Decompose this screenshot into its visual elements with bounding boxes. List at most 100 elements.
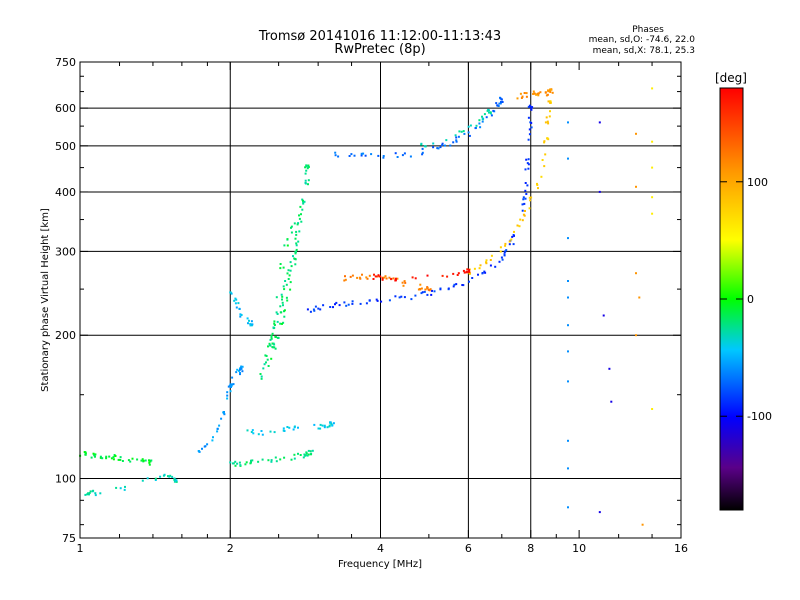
y-axis: 75 100 200 300 400 500 600 750 (55, 56, 681, 545)
data-point (279, 305, 282, 308)
data-point (272, 342, 275, 345)
data-point (452, 272, 455, 275)
data-point (651, 166, 654, 169)
data-point (303, 200, 306, 203)
data-point (343, 279, 346, 282)
data-point (400, 295, 403, 298)
data-point (295, 242, 298, 245)
data-point (281, 301, 284, 304)
data-point (343, 301, 346, 304)
data-point (532, 93, 535, 95)
data-point (347, 303, 350, 306)
data-point (365, 302, 368, 305)
data-point (402, 284, 405, 287)
data-point (452, 285, 455, 288)
data-point (529, 199, 532, 202)
data-point (298, 230, 301, 233)
data-point (546, 93, 549, 96)
data-point (376, 299, 379, 302)
data-point (368, 299, 371, 302)
data-point (94, 494, 97, 497)
data-point (250, 461, 252, 464)
data-point (295, 233, 298, 236)
data-point (374, 275, 377, 278)
data-point (455, 139, 458, 142)
data-point (298, 214, 300, 217)
data-point (446, 275, 449, 278)
data-point (536, 182, 538, 185)
data-point (513, 234, 515, 237)
data-point (273, 322, 276, 325)
data-point (598, 121, 601, 124)
data-point (323, 424, 326, 427)
data-point (504, 242, 507, 245)
data-point (237, 302, 240, 305)
x-tick-label: 2 (227, 542, 234, 555)
data-point (141, 458, 144, 461)
data-point (281, 322, 283, 325)
data-point (503, 253, 506, 256)
data-point (547, 100, 550, 103)
data-point (288, 274, 291, 277)
data-point (229, 383, 232, 386)
data-point (304, 166, 307, 169)
data-point (307, 449, 310, 452)
data-point (356, 276, 359, 279)
data-point (276, 336, 279, 339)
data-point (86, 493, 89, 496)
data-point (319, 423, 322, 426)
data-point (89, 490, 92, 493)
data-point (522, 198, 525, 201)
data-point (526, 184, 529, 187)
data-point (288, 426, 291, 429)
data-point (497, 105, 500, 107)
data-point (265, 361, 267, 364)
data-point (302, 201, 305, 204)
data-point (366, 277, 369, 280)
data-point (550, 88, 553, 91)
data-point (305, 169, 308, 172)
data-point (420, 292, 423, 295)
data-point (567, 157, 569, 160)
data-point (212, 436, 214, 439)
data-point (454, 134, 457, 137)
data-point (377, 154, 380, 157)
data-point (549, 91, 552, 93)
data-point (272, 326, 275, 329)
data-point (309, 310, 312, 313)
data-point (651, 87, 654, 90)
data-point (334, 303, 336, 306)
data-point (411, 276, 414, 279)
data-point (392, 277, 395, 280)
data-point (461, 284, 464, 286)
data-point (495, 102, 498, 105)
data-point (475, 124, 478, 127)
data-point (608, 367, 611, 370)
data-point (115, 486, 118, 489)
data-point (543, 165, 546, 168)
data-point (518, 225, 521, 228)
data-point (525, 92, 528, 95)
data-point (245, 461, 248, 464)
stats-heading: Phases (632, 25, 664, 35)
data-point (521, 219, 524, 222)
data-point (234, 460, 237, 463)
data-point (351, 274, 354, 277)
data-point (283, 288, 286, 291)
stats-line-o: mean, sd,O: -74.6, 22.0 (589, 35, 696, 45)
data-point (334, 151, 337, 154)
data-point (409, 155, 412, 158)
data-point (261, 433, 264, 436)
data-point (548, 115, 551, 118)
data-point (536, 184, 539, 186)
data-point (456, 274, 459, 276)
data-point (83, 451, 86, 453)
data-point (460, 130, 463, 133)
data-point (477, 273, 479, 276)
data-point (239, 315, 242, 318)
data-point (260, 375, 263, 378)
data-point (421, 291, 424, 294)
data-point (468, 134, 471, 137)
data-point (273, 431, 276, 434)
data-point (282, 266, 285, 269)
